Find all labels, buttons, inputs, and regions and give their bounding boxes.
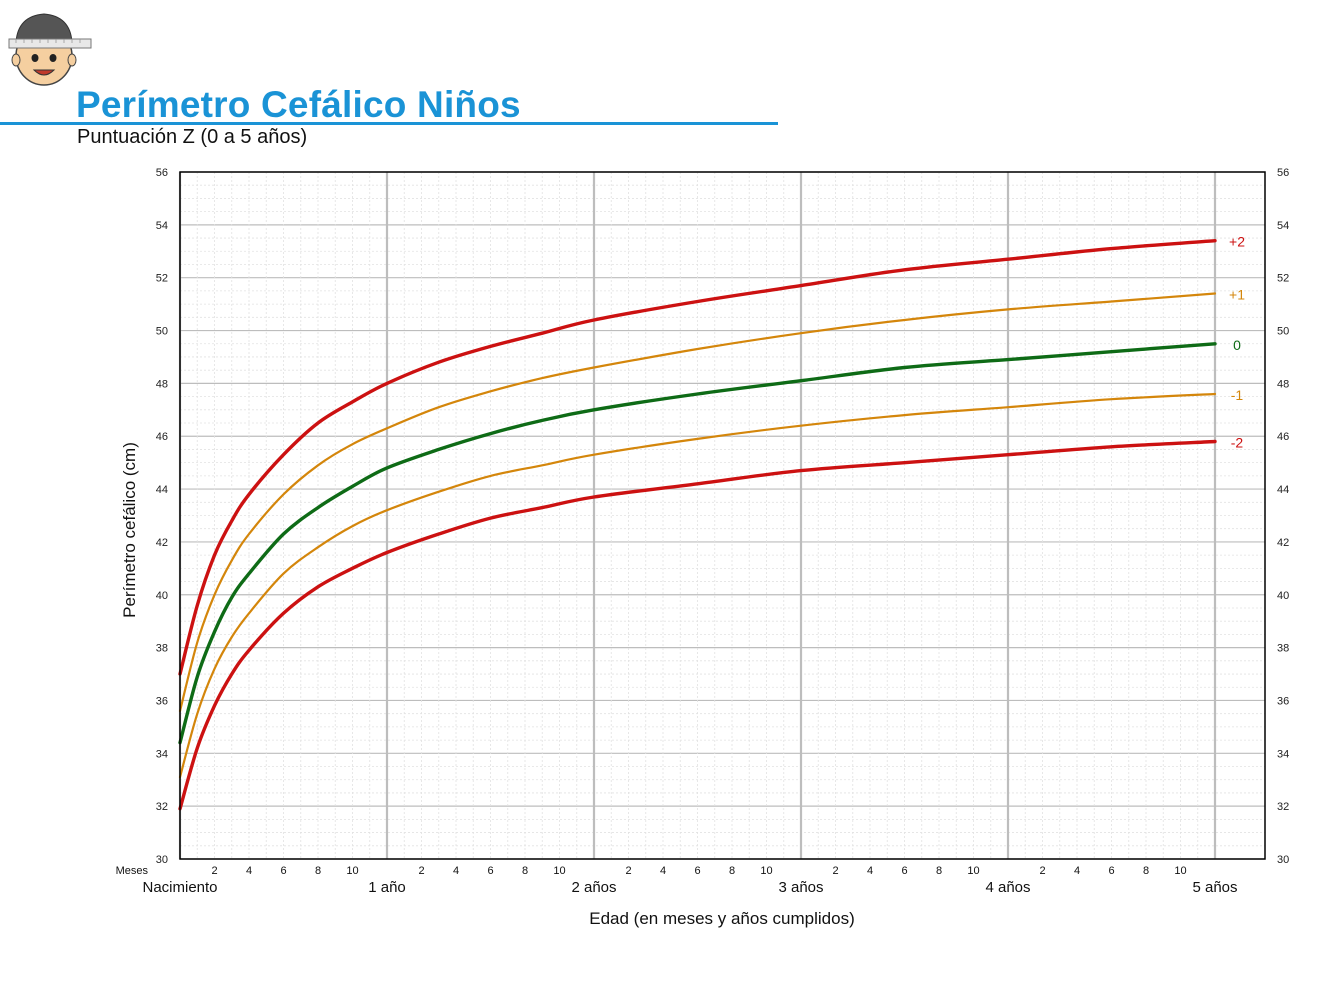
y-tick-label-right: 46 — [1277, 431, 1289, 443]
y-tick-label-left: 50 — [156, 326, 168, 338]
y-tick-label-left: 32 — [156, 801, 168, 813]
y-axis-title: Perímetro cefálico (cm) — [120, 442, 139, 618]
y-tick-label-right: 52 — [1277, 273, 1289, 285]
y-tick-label-right: 54 — [1277, 220, 1289, 232]
x-month-tick-label: 4 — [867, 865, 873, 877]
y-tick-label-left: 38 — [156, 643, 168, 655]
plot-frame — [179, 171, 1266, 860]
x-year-label: Nacimiento — [142, 879, 217, 896]
y-tick-label-right: 30 — [1277, 854, 1289, 866]
chart-curves — [178, 239, 1217, 811]
page-title: Perímetro Cefálico Niños — [76, 84, 521, 125]
x-month-tick-label: 8 — [522, 865, 528, 877]
x-month-tick-label: 2 — [832, 865, 838, 877]
x-month-tick-label: 4 — [246, 865, 252, 877]
x-month-tick-label: 6 — [487, 865, 493, 877]
x-month-tick-label: 2 — [625, 865, 631, 877]
x-month-tick-label: 8 — [936, 865, 942, 877]
y-tick-label-left: 48 — [156, 378, 168, 390]
x-month-tick-label: 6 — [1108, 865, 1114, 877]
series-label: 0 — [1233, 337, 1241, 353]
x-month-tick-label: 10 — [1174, 865, 1186, 877]
series-label: +1 — [1229, 287, 1245, 303]
y-tick-label-right: 48 — [1277, 378, 1289, 390]
y-tick-label-right: 50 — [1277, 326, 1289, 338]
x-year-label: 3 años — [778, 879, 823, 896]
x-year-label: 4 años — [985, 879, 1030, 896]
series-label: -2 — [1231, 435, 1244, 451]
y-tick-label-right: 56 — [1277, 167, 1289, 179]
title-underline — [0, 122, 778, 125]
chart-grid — [178, 171, 1265, 860]
x-month-tick-label: 4 — [453, 865, 459, 877]
y-tick-label-right: 34 — [1277, 748, 1289, 760]
y-tick-label-right: 32 — [1277, 801, 1289, 813]
y-tick-label-left: 40 — [156, 590, 168, 602]
x-month-tick-label: 8 — [729, 865, 735, 877]
y-tick-label-right: 40 — [1277, 590, 1289, 602]
logo-icon — [4, 6, 94, 88]
x-month-tick-label: 6 — [694, 865, 700, 877]
series-line-z0 — [178, 342, 1217, 745]
y-tick-label-right: 42 — [1277, 537, 1289, 549]
series-line-zplus2 — [178, 239, 1217, 676]
x-month-tick-label: 8 — [315, 865, 321, 877]
x-month-tick-label: 10 — [967, 865, 979, 877]
y-tick-label-right: 36 — [1277, 695, 1289, 707]
series-label: -1 — [1231, 387, 1244, 403]
x-year-label: 5 años — [1192, 879, 1237, 896]
y-tick-label-left: 34 — [156, 748, 168, 760]
y-tick-label-left: 36 — [156, 695, 168, 707]
y-tick-label-left: 30 — [156, 854, 168, 866]
x-month-tick-label: 10 — [760, 865, 772, 877]
y-tick-label-left: 56 — [156, 167, 168, 179]
x-month-tick-label: 6 — [280, 865, 286, 877]
y-tick-label-left: 44 — [156, 484, 168, 496]
x-month-tick-label: 2 — [211, 865, 217, 877]
x-month-tick-label: 10 — [553, 865, 565, 877]
x-month-tick-label: 8 — [1143, 865, 1149, 877]
x-axis-title: Edad (en meses y años cumplidos) — [589, 909, 855, 928]
x-year-label: 1 año — [368, 879, 406, 896]
y-tick-label-right: 38 — [1277, 643, 1289, 655]
y-tick-label-left: 54 — [156, 220, 168, 232]
x-month-tick-label: 10 — [346, 865, 358, 877]
x-month-tick-label: 2 — [418, 865, 424, 877]
x-year-label: 2 años — [571, 879, 616, 896]
series-line-zminus2 — [178, 439, 1217, 811]
y-tick-label-left: 42 — [156, 537, 168, 549]
series-label: +2 — [1229, 234, 1245, 250]
x-month-tick-label: 2 — [1039, 865, 1045, 877]
x-prefix-label: Meses — [116, 865, 149, 877]
x-month-tick-label: 4 — [1074, 865, 1080, 877]
y-tick-label-right: 44 — [1277, 484, 1289, 496]
page-subtitle: Puntuación Z (0 a 5 años) — [77, 126, 308, 148]
x-month-tick-label: 6 — [901, 865, 907, 877]
series-line-zminus1 — [178, 392, 1217, 779]
x-month-tick-label: 4 — [660, 865, 666, 877]
y-tick-label-left: 46 — [156, 431, 168, 443]
series-line-zplus1 — [178, 292, 1217, 713]
y-tick-label-left: 52 — [156, 273, 168, 285]
